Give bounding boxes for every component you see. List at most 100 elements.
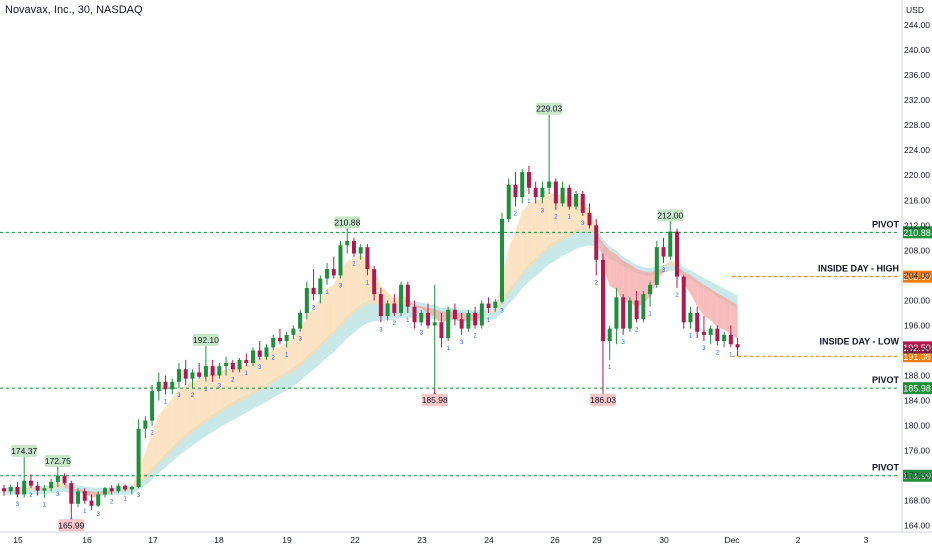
sequence-digit: 2 bbox=[29, 493, 33, 499]
x-tick-label: 3 bbox=[864, 535, 869, 545]
candle-body bbox=[654, 247, 659, 285]
sequence-digit: 1 bbox=[325, 290, 329, 296]
candle-body bbox=[681, 276, 686, 323]
candle-body bbox=[338, 245, 343, 276]
fast-cloud-segment bbox=[152, 415, 159, 472]
fast-cloud-segment bbox=[333, 271, 341, 335]
level-price-tag-text: 191.08 bbox=[903, 352, 931, 362]
candle-body bbox=[479, 303, 484, 326]
candle-body bbox=[230, 363, 235, 370]
fast-cloud-segment bbox=[542, 191, 550, 256]
candle-body bbox=[271, 337, 276, 348]
candle-body bbox=[96, 494, 101, 506]
fast-cloud-segment bbox=[145, 432, 153, 480]
y-tick-label: 212.00 bbox=[904, 220, 930, 230]
fast-cloud-segment bbox=[528, 201, 536, 268]
sequence-digit: 2 bbox=[231, 377, 235, 383]
sequence-digit: 1 bbox=[447, 346, 451, 352]
price-labels: 174.37 172.75 165.99 192.10 210.88 185.98 229.… bbox=[11, 102, 684, 532]
y-tick-label: 168.00 bbox=[904, 496, 930, 506]
y-tick-label: 232.00 bbox=[904, 95, 930, 105]
candle-body bbox=[264, 347, 269, 357]
level-label: PIVOT bbox=[872, 219, 900, 229]
sequence-digit: 3 bbox=[460, 340, 464, 346]
candle-body bbox=[695, 312, 700, 332]
y-tick-label: 236.00 bbox=[904, 70, 930, 80]
candle-body bbox=[136, 428, 141, 487]
fast-cloud-segment bbox=[205, 375, 213, 423]
fast-cloud-segment bbox=[212, 372, 220, 419]
fast-cloud-segment bbox=[434, 309, 442, 324]
fast-cloud-segment bbox=[57, 482, 65, 488]
fast-cloud-segment bbox=[199, 375, 206, 428]
candle-body bbox=[520, 172, 525, 198]
candle-body bbox=[392, 303, 397, 313]
fast-cloud-segment bbox=[353, 254, 361, 314]
x-tick-label: 23 bbox=[417, 535, 427, 545]
sequence-digit: 2 bbox=[393, 321, 397, 327]
candle-body bbox=[378, 294, 383, 317]
sequence-digit: 1 bbox=[608, 365, 612, 371]
fast-cloud-segment bbox=[192, 379, 200, 433]
candle-body bbox=[325, 269, 330, 279]
fast-cloud-segment bbox=[259, 355, 267, 391]
candle-body bbox=[284, 334, 289, 342]
candle-body bbox=[257, 350, 262, 357]
x-tick-label: 29 bbox=[592, 535, 602, 545]
y-tick-label: 228.00 bbox=[904, 120, 930, 130]
candle-body bbox=[600, 259, 605, 342]
candle-body bbox=[574, 194, 579, 207]
price-label-text: 192.10 bbox=[193, 335, 219, 345]
sequence-digit: 2 bbox=[352, 262, 356, 268]
fast-cloud-segment bbox=[232, 366, 240, 406]
sequence-digit: 1 bbox=[729, 352, 733, 358]
candle-body bbox=[277, 337, 282, 342]
y-tick-label: 240.00 bbox=[904, 45, 930, 55]
y-tick-label: 216.00 bbox=[904, 195, 930, 205]
candle-body bbox=[156, 381, 161, 392]
candle-body bbox=[594, 225, 599, 260]
sequence-digit: 3 bbox=[339, 284, 343, 290]
level-price-tag bbox=[903, 469, 932, 482]
candle-body bbox=[513, 184, 518, 198]
sequence-digit: 3 bbox=[56, 492, 60, 498]
price-label-text: 174.37 bbox=[11, 446, 37, 456]
x-tick-label: 15 bbox=[13, 535, 23, 545]
candle-body bbox=[432, 322, 437, 326]
fast-cloud-segment bbox=[320, 288, 328, 348]
candle-body bbox=[318, 278, 323, 295]
fast-cloud-segment bbox=[710, 288, 718, 328]
sequence-digit: 3 bbox=[298, 337, 302, 343]
fast-cloud-segment bbox=[508, 230, 516, 294]
price-label-box bbox=[11, 444, 38, 457]
sequence-digit: 3 bbox=[581, 221, 585, 227]
time-axis: 15 16 17 18 19 22 23 24 26 29 30 Dec 2 3 bbox=[0, 531, 932, 545]
fast-cloud-segment bbox=[609, 250, 617, 290]
y-tick-label: 172.00 bbox=[904, 471, 930, 481]
fast-cloud-segment bbox=[293, 329, 301, 372]
candle-body bbox=[129, 486, 134, 490]
candle-body bbox=[82, 491, 87, 501]
candle-body bbox=[358, 247, 363, 254]
y-tick-label: 188.00 bbox=[904, 371, 930, 381]
sequence-digit: 1 bbox=[406, 318, 410, 324]
fast-cloud-segment bbox=[165, 398, 173, 458]
sequence-digit: 2 bbox=[595, 280, 599, 286]
sequence-digit: 3 bbox=[97, 512, 101, 518]
candle-body bbox=[493, 301, 498, 308]
fast-cloud-segment bbox=[414, 305, 422, 309]
sequence-digit: 2 bbox=[473, 334, 477, 340]
sequence-digit: 2 bbox=[635, 327, 639, 333]
sequence-digit: 3 bbox=[621, 340, 625, 346]
candle-body bbox=[224, 363, 229, 367]
candle-body bbox=[526, 172, 531, 188]
candle-body bbox=[89, 500, 94, 506]
fast-cloud-segment bbox=[306, 308, 314, 360]
candle-body bbox=[123, 485, 128, 490]
fast-cloud-segment bbox=[286, 338, 294, 376]
sequence-digit: 3 bbox=[177, 393, 181, 399]
x-tick-label: 18 bbox=[214, 535, 224, 545]
candle-body bbox=[298, 312, 303, 329]
sequence-digit: 2 bbox=[312, 305, 316, 311]
